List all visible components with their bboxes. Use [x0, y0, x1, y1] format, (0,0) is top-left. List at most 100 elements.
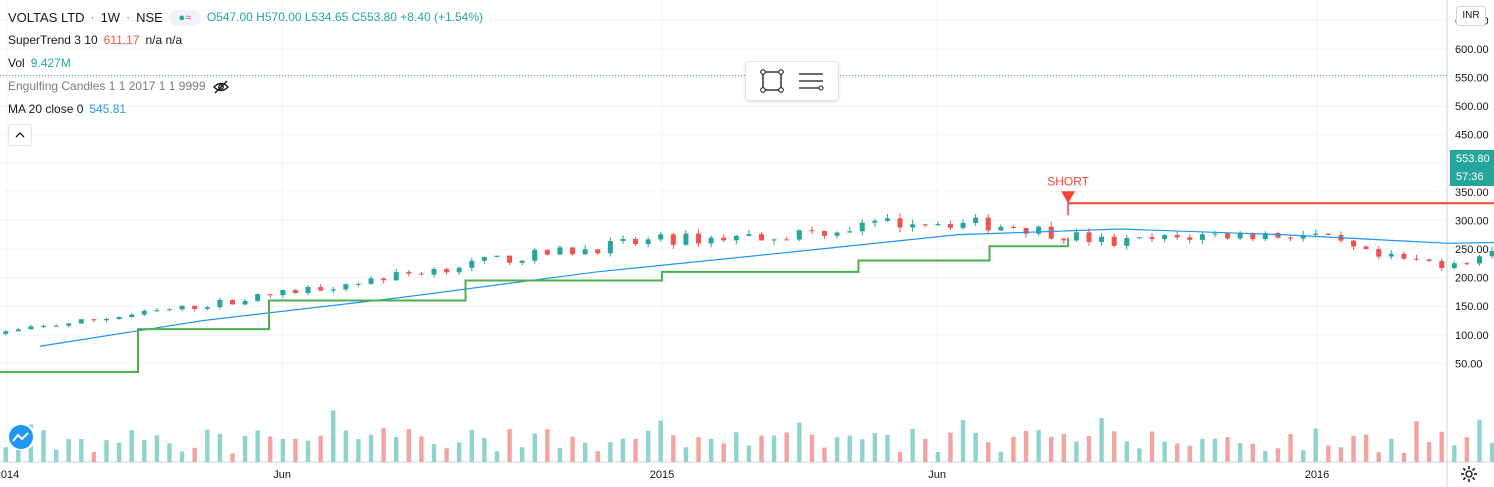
volume-bar	[533, 433, 537, 462]
candle-body	[293, 290, 298, 293]
symbol-name[interactable]: VOLTAS LTD	[8, 6, 85, 29]
engulfing-legend[interactable]: Engulfing Candles 1 1 2017 1 1 9999	[8, 75, 483, 98]
y-tick-label: 150.00	[1455, 301, 1489, 313]
volume-bar	[722, 443, 726, 462]
x-tick-label: Jun	[273, 469, 291, 481]
x-tick-label: 2016	[1305, 469, 1329, 481]
volume-bar	[608, 442, 612, 462]
settings-lines-icon[interactable]	[797, 68, 825, 94]
volume-bar	[696, 437, 700, 462]
candle-body	[1036, 227, 1041, 234]
volume-legend[interactable]: Vol 9.427M	[8, 52, 483, 75]
volume-bar	[218, 434, 222, 462]
volume-bar	[1074, 442, 1078, 462]
candle-body	[1275, 233, 1280, 238]
volume-bar	[394, 437, 398, 462]
candle-body	[469, 261, 474, 268]
candle-body	[306, 287, 311, 293]
rectangle-tool-icon[interactable]	[759, 68, 785, 94]
cloud-logo-icon	[6, 424, 36, 450]
volume-bar	[444, 448, 448, 462]
volume-bar	[1490, 443, 1494, 462]
x-tick-label: Jun	[928, 469, 946, 481]
candle-body	[872, 221, 877, 223]
volume-bar	[948, 433, 952, 462]
volume-bar	[646, 431, 650, 462]
candle-body	[1376, 249, 1381, 256]
y-tick-label: 450.00	[1455, 130, 1489, 142]
volume-bar	[180, 451, 184, 462]
hidden-eye-icon[interactable]	[212, 80, 230, 94]
candle-body	[583, 249, 588, 254]
candle-body	[1187, 237, 1192, 240]
candle-body	[595, 249, 600, 253]
volume-bar	[1465, 437, 1469, 462]
volume-bar	[1288, 434, 1292, 462]
candle-body	[633, 239, 638, 244]
candle-body	[142, 311, 147, 315]
volume-bar	[1314, 429, 1318, 462]
volume-bar	[1402, 453, 1406, 462]
volume-bar	[986, 442, 990, 462]
gear-icon[interactable]	[1460, 465, 1478, 483]
ohlc-values: O547.00 H570.00 L534.65 C553.80 +8.40 (+…	[207, 6, 483, 29]
candle-body	[772, 239, 777, 240]
candle-body	[822, 231, 827, 236]
candle-body	[696, 234, 701, 244]
short-signal-label: SHORT	[1047, 174, 1089, 188]
volume-bar	[898, 452, 902, 462]
collapse-legend-button[interactable]	[8, 124, 32, 146]
volume-bar	[1263, 451, 1267, 462]
tradingview-logo[interactable]	[6, 424, 36, 450]
candle-body	[1225, 233, 1230, 238]
volume-bar	[973, 433, 977, 462]
candle-body	[1414, 259, 1419, 260]
candle-body	[343, 284, 348, 289]
volume-bar	[1087, 436, 1091, 462]
volume-bar	[1011, 437, 1015, 462]
symbol-interval[interactable]: 1W	[101, 6, 121, 29]
countdown-tag: 57:36	[1450, 168, 1494, 186]
candle-body	[381, 278, 386, 280]
volume-bar	[747, 445, 751, 462]
ma-legend[interactable]: MA 20 close 0 545.81	[8, 98, 483, 121]
candle-body	[935, 224, 940, 225]
candle-body	[545, 250, 550, 255]
candle-body	[1162, 235, 1167, 239]
volume-bar	[633, 439, 637, 462]
volume-bar	[470, 430, 474, 462]
compare-toggle-icon[interactable]: ●≈	[169, 10, 201, 26]
volume-bar	[1062, 434, 1066, 462]
y-tick-label: 300.00	[1455, 215, 1489, 227]
candle-body	[180, 306, 185, 310]
candle-body	[658, 234, 663, 239]
volume-bar	[155, 435, 159, 462]
volume-bar	[268, 437, 272, 462]
candle-body	[444, 269, 449, 272]
volume-bar	[192, 448, 196, 462]
legend: VOLTAS LTD · 1W · NSE ●≈ O547.00 H570.00…	[8, 6, 483, 146]
y-tick-label: 50.00	[1455, 358, 1483, 370]
volume-bar	[545, 429, 549, 462]
volume-bar	[432, 444, 436, 462]
supertrend-legend[interactable]: SuperTrend 3 10 611.17 n/a n/a	[8, 29, 483, 52]
volume-bar	[255, 430, 259, 462]
volume-bar	[1414, 421, 1418, 462]
volume-bar	[482, 438, 486, 462]
candle-body	[973, 218, 978, 223]
candle-body	[759, 234, 764, 240]
volume-bar	[1175, 444, 1179, 462]
currency-badge[interactable]: INR	[1456, 6, 1486, 26]
x-tick-label: 2015	[650, 469, 674, 481]
candle-body	[620, 239, 625, 241]
volume-bar	[205, 430, 209, 462]
candle-body	[898, 218, 903, 227]
volume-bar	[344, 431, 348, 462]
volume-bar	[1188, 446, 1192, 462]
volume-bar	[1162, 442, 1166, 462]
volume-bar	[1036, 430, 1040, 462]
candle-body	[784, 239, 789, 240]
volume-bar	[583, 443, 587, 462]
candle-body	[570, 247, 575, 254]
y-tick-label: 200.00	[1455, 273, 1489, 285]
